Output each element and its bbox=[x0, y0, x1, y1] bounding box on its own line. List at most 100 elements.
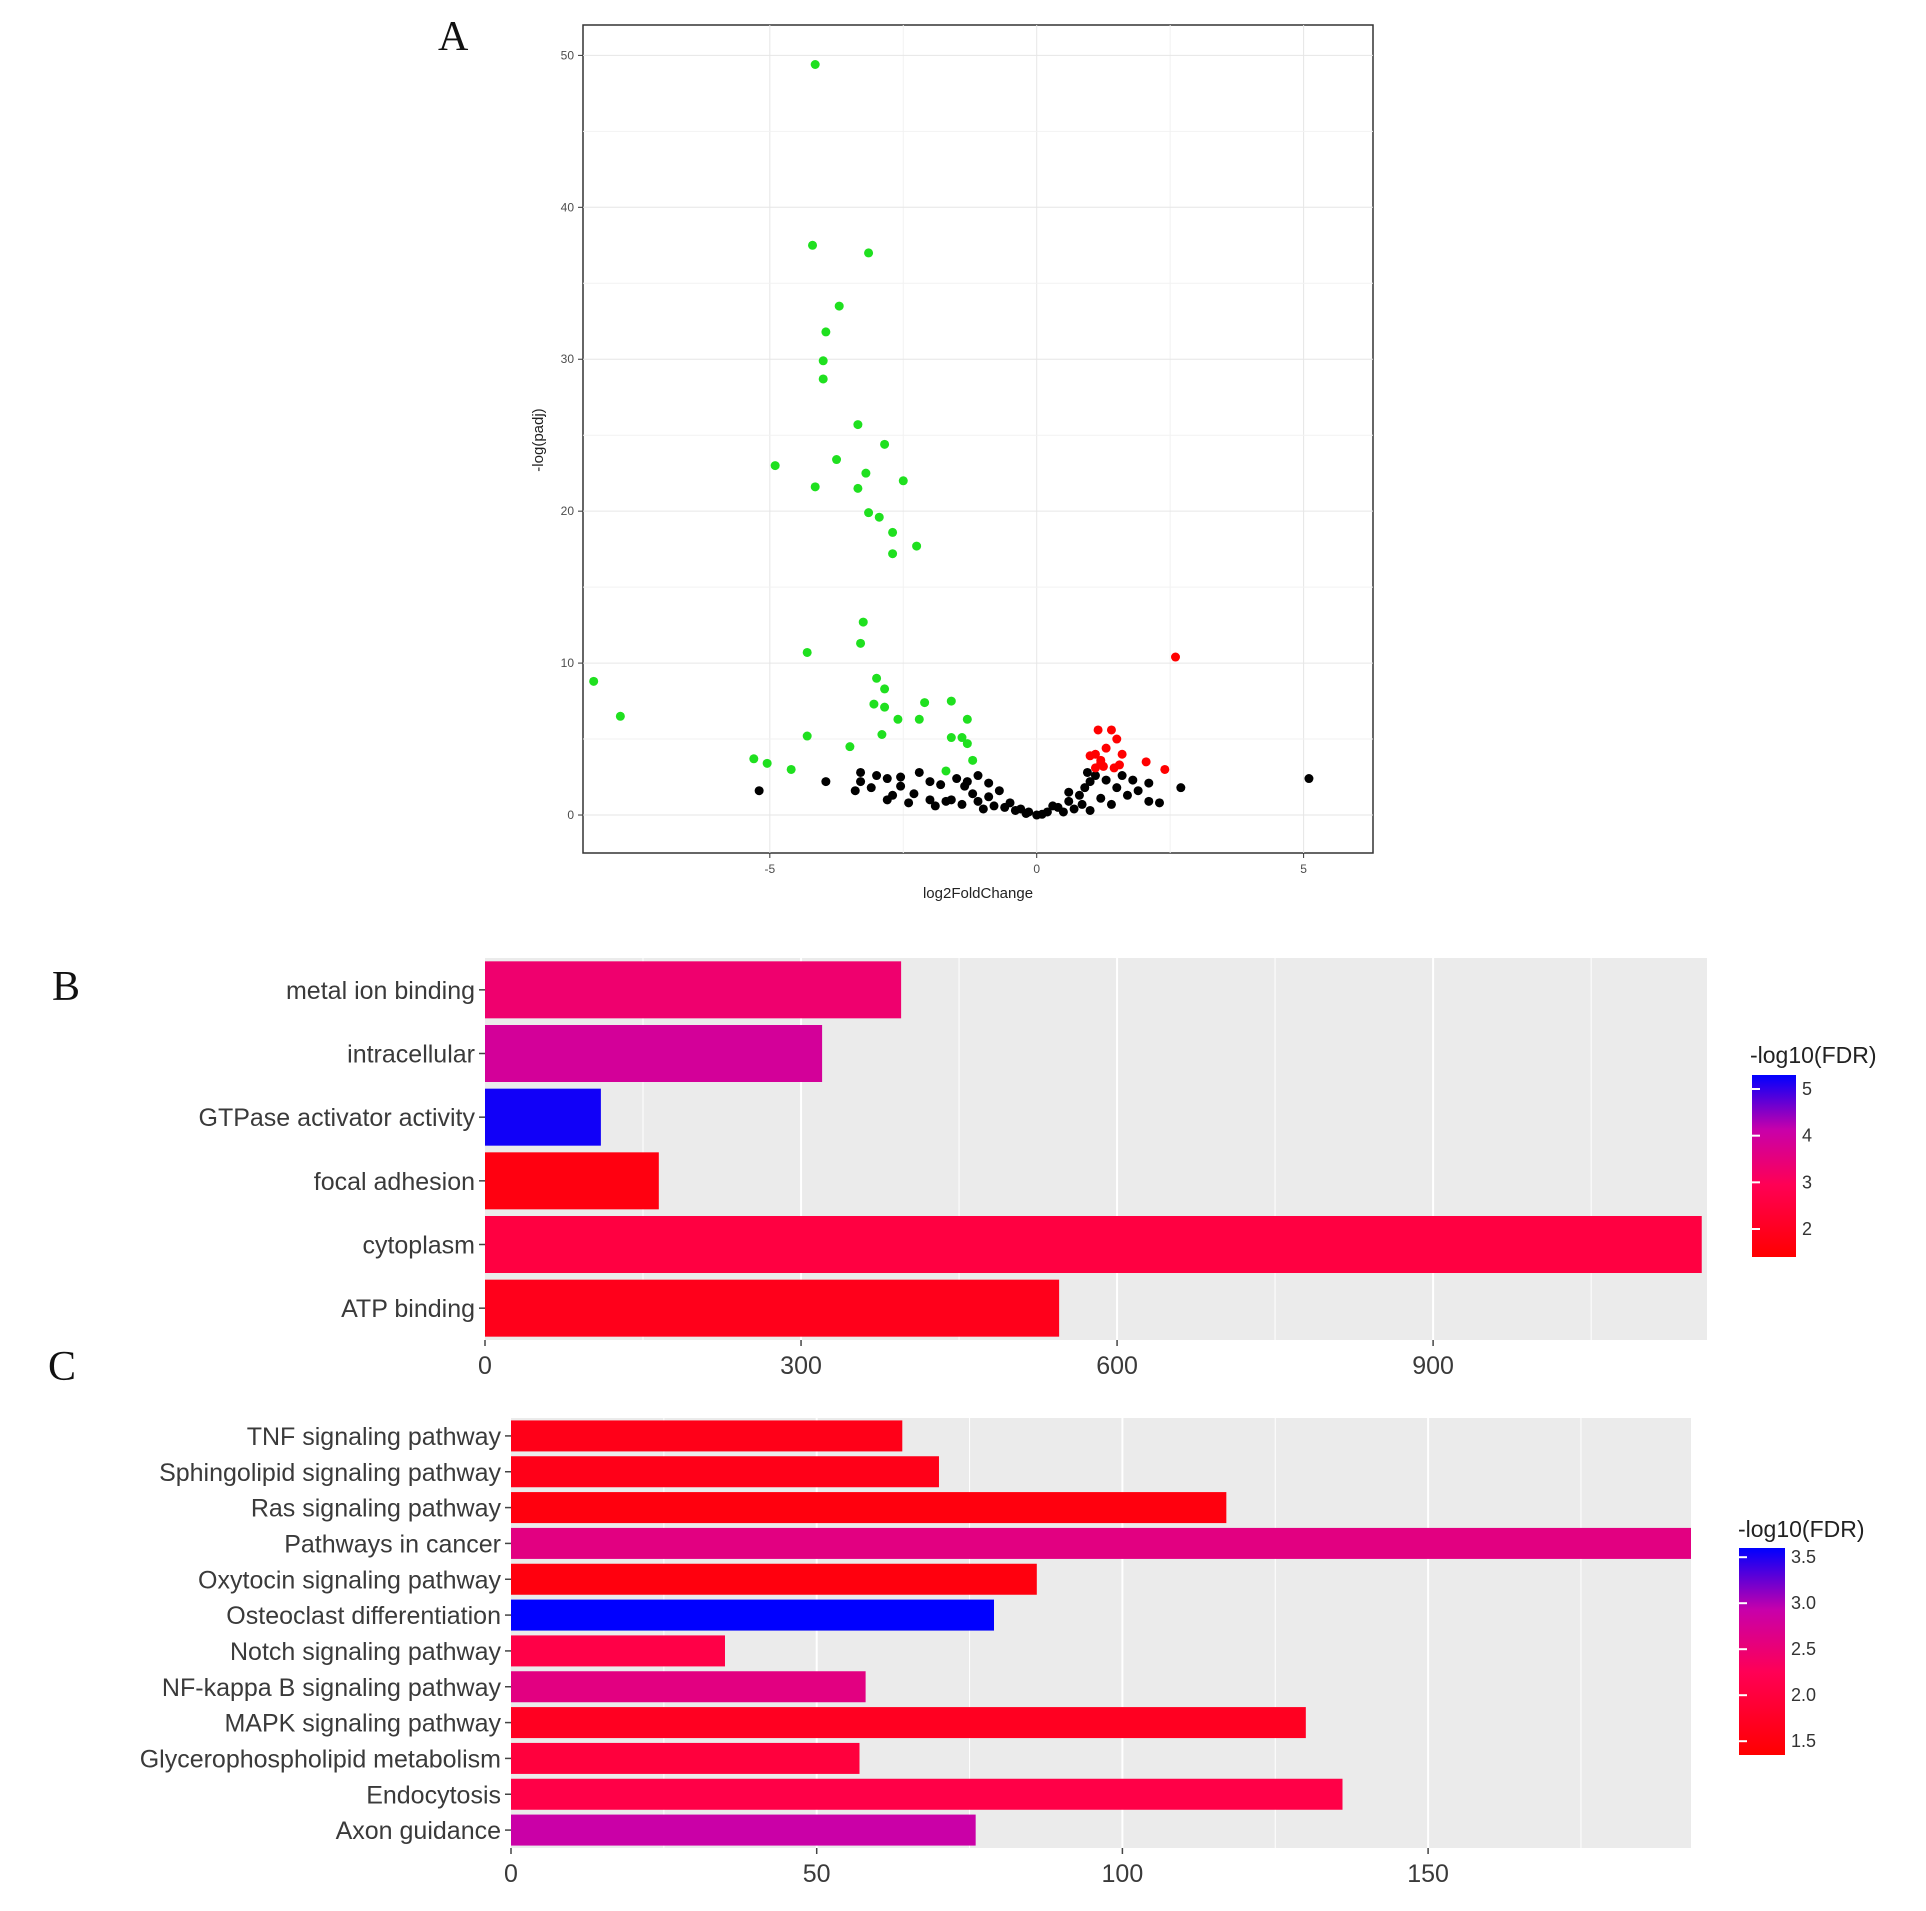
volcano-point-down bbox=[802, 731, 812, 741]
kegg-bar bbox=[511, 1456, 939, 1488]
volcano-point-down bbox=[872, 673, 882, 683]
volcano-point-ns bbox=[1058, 807, 1068, 817]
go-bars bbox=[485, 961, 1702, 1337]
volcano-point-down bbox=[888, 549, 898, 559]
volcano-point-ns bbox=[1005, 798, 1015, 808]
go-category-label: cytoplasm bbox=[362, 1232, 475, 1260]
volcano-point-ns bbox=[850, 786, 860, 796]
kegg-bar bbox=[511, 1671, 866, 1703]
panel-label-a: A bbox=[438, 14, 469, 60]
volcano-point-down bbox=[589, 676, 599, 686]
volcano-point-ns bbox=[754, 786, 764, 796]
volcano-point-down bbox=[874, 512, 884, 522]
volcano-point-down bbox=[802, 647, 812, 657]
go-x-tick-label: 900 bbox=[1412, 1352, 1454, 1380]
volcano-point-ns bbox=[1176, 783, 1186, 793]
volcano-point-ns bbox=[957, 799, 967, 809]
volcano-point-up bbox=[1109, 763, 1119, 773]
volcano-point-down bbox=[864, 508, 874, 518]
go-x-tick-label: 300 bbox=[780, 1352, 822, 1380]
kegg-grid bbox=[663, 1418, 1582, 1848]
kegg-category-label: TNF signaling pathway bbox=[247, 1423, 502, 1451]
volcano-point-ns bbox=[1064, 787, 1074, 797]
volcano-point-down bbox=[946, 733, 956, 743]
go-bar bbox=[485, 1025, 823, 1082]
volcano-point-ns bbox=[973, 771, 983, 781]
volcano-point-ns bbox=[936, 780, 946, 790]
volcano-point-ns bbox=[973, 796, 983, 806]
volcano-point-down bbox=[912, 541, 922, 551]
volcano-point-down bbox=[957, 733, 967, 743]
kegg-legend-tick-label: 3.0 bbox=[1791, 1593, 1816, 1613]
kegg-legend-ticks: 3.5 3.0 2.5 2.0 1.5 bbox=[1739, 1547, 1816, 1751]
go-legend-tick-label: 2 bbox=[1802, 1219, 1812, 1239]
volcano-point-down bbox=[968, 755, 978, 765]
go-category-label: metal ion binding bbox=[286, 977, 475, 1005]
volcano-point-down bbox=[832, 455, 842, 465]
volcano-point-down bbox=[946, 696, 956, 706]
panel-label-c: C bbox=[48, 1344, 76, 1390]
volcano-point-up bbox=[1090, 763, 1100, 773]
kegg-x-tick-label: 100 bbox=[1102, 1860, 1144, 1888]
volcano-point-ns bbox=[914, 767, 924, 777]
volcano-point-ns bbox=[1085, 805, 1095, 815]
kegg-bars bbox=[511, 1420, 1691, 1846]
volcano-point-ns bbox=[1016, 804, 1026, 814]
volcano-point-ns bbox=[1144, 778, 1154, 788]
volcano-x-tick-label: -5 bbox=[764, 862, 775, 876]
volcano-point-down bbox=[818, 374, 828, 384]
volcano-panel-border bbox=[582, 24, 1374, 854]
volcano-point-down bbox=[762, 758, 772, 768]
go-legend-title: -log10(FDR) bbox=[1750, 1042, 1877, 1068]
volcano-point-ns bbox=[882, 795, 892, 805]
volcano-points bbox=[589, 60, 1314, 820]
volcano-point-down bbox=[893, 714, 903, 724]
volcano-point-down bbox=[810, 60, 820, 70]
volcano-point-down bbox=[821, 327, 831, 337]
kegg-category-labels: TNF signaling pathway Sphingolipid signal… bbox=[140, 1423, 511, 1845]
volcano-y-tick-label: 50 bbox=[561, 48, 575, 62]
kegg-bar bbox=[511, 1492, 1227, 1524]
volcano-point-ns bbox=[1133, 786, 1143, 796]
volcano-y-tick-label: 10 bbox=[561, 656, 575, 670]
volcano-point-ns bbox=[882, 774, 892, 784]
volcano-point-ns bbox=[930, 801, 940, 811]
kegg-category-label: Oxytocin signaling pathway bbox=[198, 1566, 501, 1594]
volcano-point-ns bbox=[960, 781, 970, 791]
kegg-category-label: Axon guidance bbox=[336, 1817, 501, 1845]
kegg-legend-title: -log10(FDR) bbox=[1738, 1516, 1865, 1542]
volcano-point-up bbox=[1085, 751, 1095, 761]
kegg-bar bbox=[511, 1778, 1343, 1810]
go-category-label: focal adhesion bbox=[314, 1168, 475, 1196]
volcano-point-ns bbox=[1122, 790, 1132, 800]
volcano-point-up bbox=[1160, 764, 1170, 774]
volcano-point-down bbox=[853, 420, 863, 430]
volcano-point-down bbox=[861, 468, 871, 478]
volcano-point-down bbox=[810, 482, 820, 492]
kegg-x-tick-label: 150 bbox=[1407, 1860, 1449, 1888]
volcano-point-ns bbox=[1069, 804, 1079, 814]
volcano-point-down bbox=[818, 356, 828, 366]
kegg-bar bbox=[511, 1527, 1691, 1559]
kegg-category-label: NF-kappa B signaling pathway bbox=[162, 1674, 502, 1702]
volcano-x-ticks: -5 0 5 bbox=[764, 853, 1307, 876]
volcano-point-down bbox=[880, 702, 890, 712]
volcano-y-tick-label: 20 bbox=[561, 504, 575, 518]
kegg-legend-tick-label: 1.5 bbox=[1791, 1731, 1816, 1751]
go-bar bbox=[485, 961, 902, 1019]
volcano-y-axis-label: -log(padj) bbox=[530, 408, 547, 471]
go-category-label: GTPase activator activity bbox=[199, 1104, 476, 1132]
go-bar bbox=[485, 1088, 601, 1146]
panel-label-b: B bbox=[52, 964, 80, 1010]
kegg-bar-chart: TNF signaling pathway Sphingolipid signal… bbox=[140, 1418, 1865, 1888]
volcano-point-down bbox=[880, 684, 890, 694]
volcano-point-down bbox=[615, 711, 625, 721]
volcano-point-ns bbox=[978, 804, 988, 814]
volcano-point-down bbox=[888, 527, 898, 537]
volcano-point-up bbox=[1141, 757, 1151, 767]
volcano-point-ns bbox=[1037, 809, 1047, 819]
volcano-y-tick-label: 40 bbox=[561, 200, 575, 214]
volcano-x-tick-label: 5 bbox=[1300, 862, 1307, 876]
volcano-point-ns bbox=[1080, 783, 1090, 793]
